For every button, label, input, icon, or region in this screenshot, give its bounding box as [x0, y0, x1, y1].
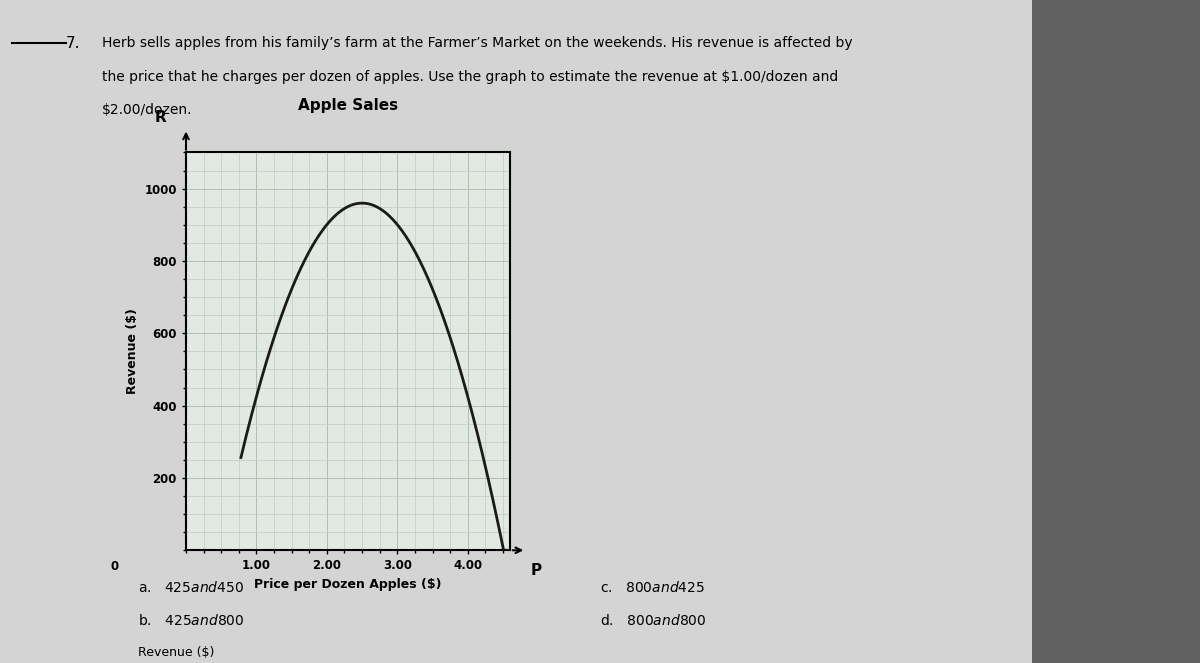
Text: P: P	[532, 563, 542, 577]
Text: Revenue ($): Revenue ($)	[138, 646, 215, 660]
Bar	[1032, 0, 1200, 663]
Text: b.   $425 and $800: b. $425 and $800	[138, 613, 245, 629]
Text: 0: 0	[110, 560, 119, 573]
Y-axis label: Revenue ($): Revenue ($)	[126, 308, 139, 394]
Text: $2.00/dozen.: $2.00/dozen.	[102, 103, 192, 117]
Text: c.   $800 and $425: c. $800 and $425	[600, 580, 706, 595]
Text: R: R	[155, 109, 166, 125]
Text: Herb sells apples from his family’s farm at the Farmer’s Market on the weekends.: Herb sells apples from his family’s farm…	[102, 36, 853, 50]
Text: d.   $800 and $800: d. $800 and $800	[600, 613, 707, 629]
X-axis label: Price per Dozen Apples ($): Price per Dozen Apples ($)	[254, 578, 442, 591]
Text: a.   $425 and $450: a. $425 and $450	[138, 580, 244, 595]
Text: 7.: 7.	[66, 36, 80, 52]
Text: Apple Sales: Apple Sales	[298, 97, 398, 113]
Text: the price that he charges per dozen of apples. Use the graph to estimate the rev: the price that he charges per dozen of a…	[102, 70, 839, 84]
